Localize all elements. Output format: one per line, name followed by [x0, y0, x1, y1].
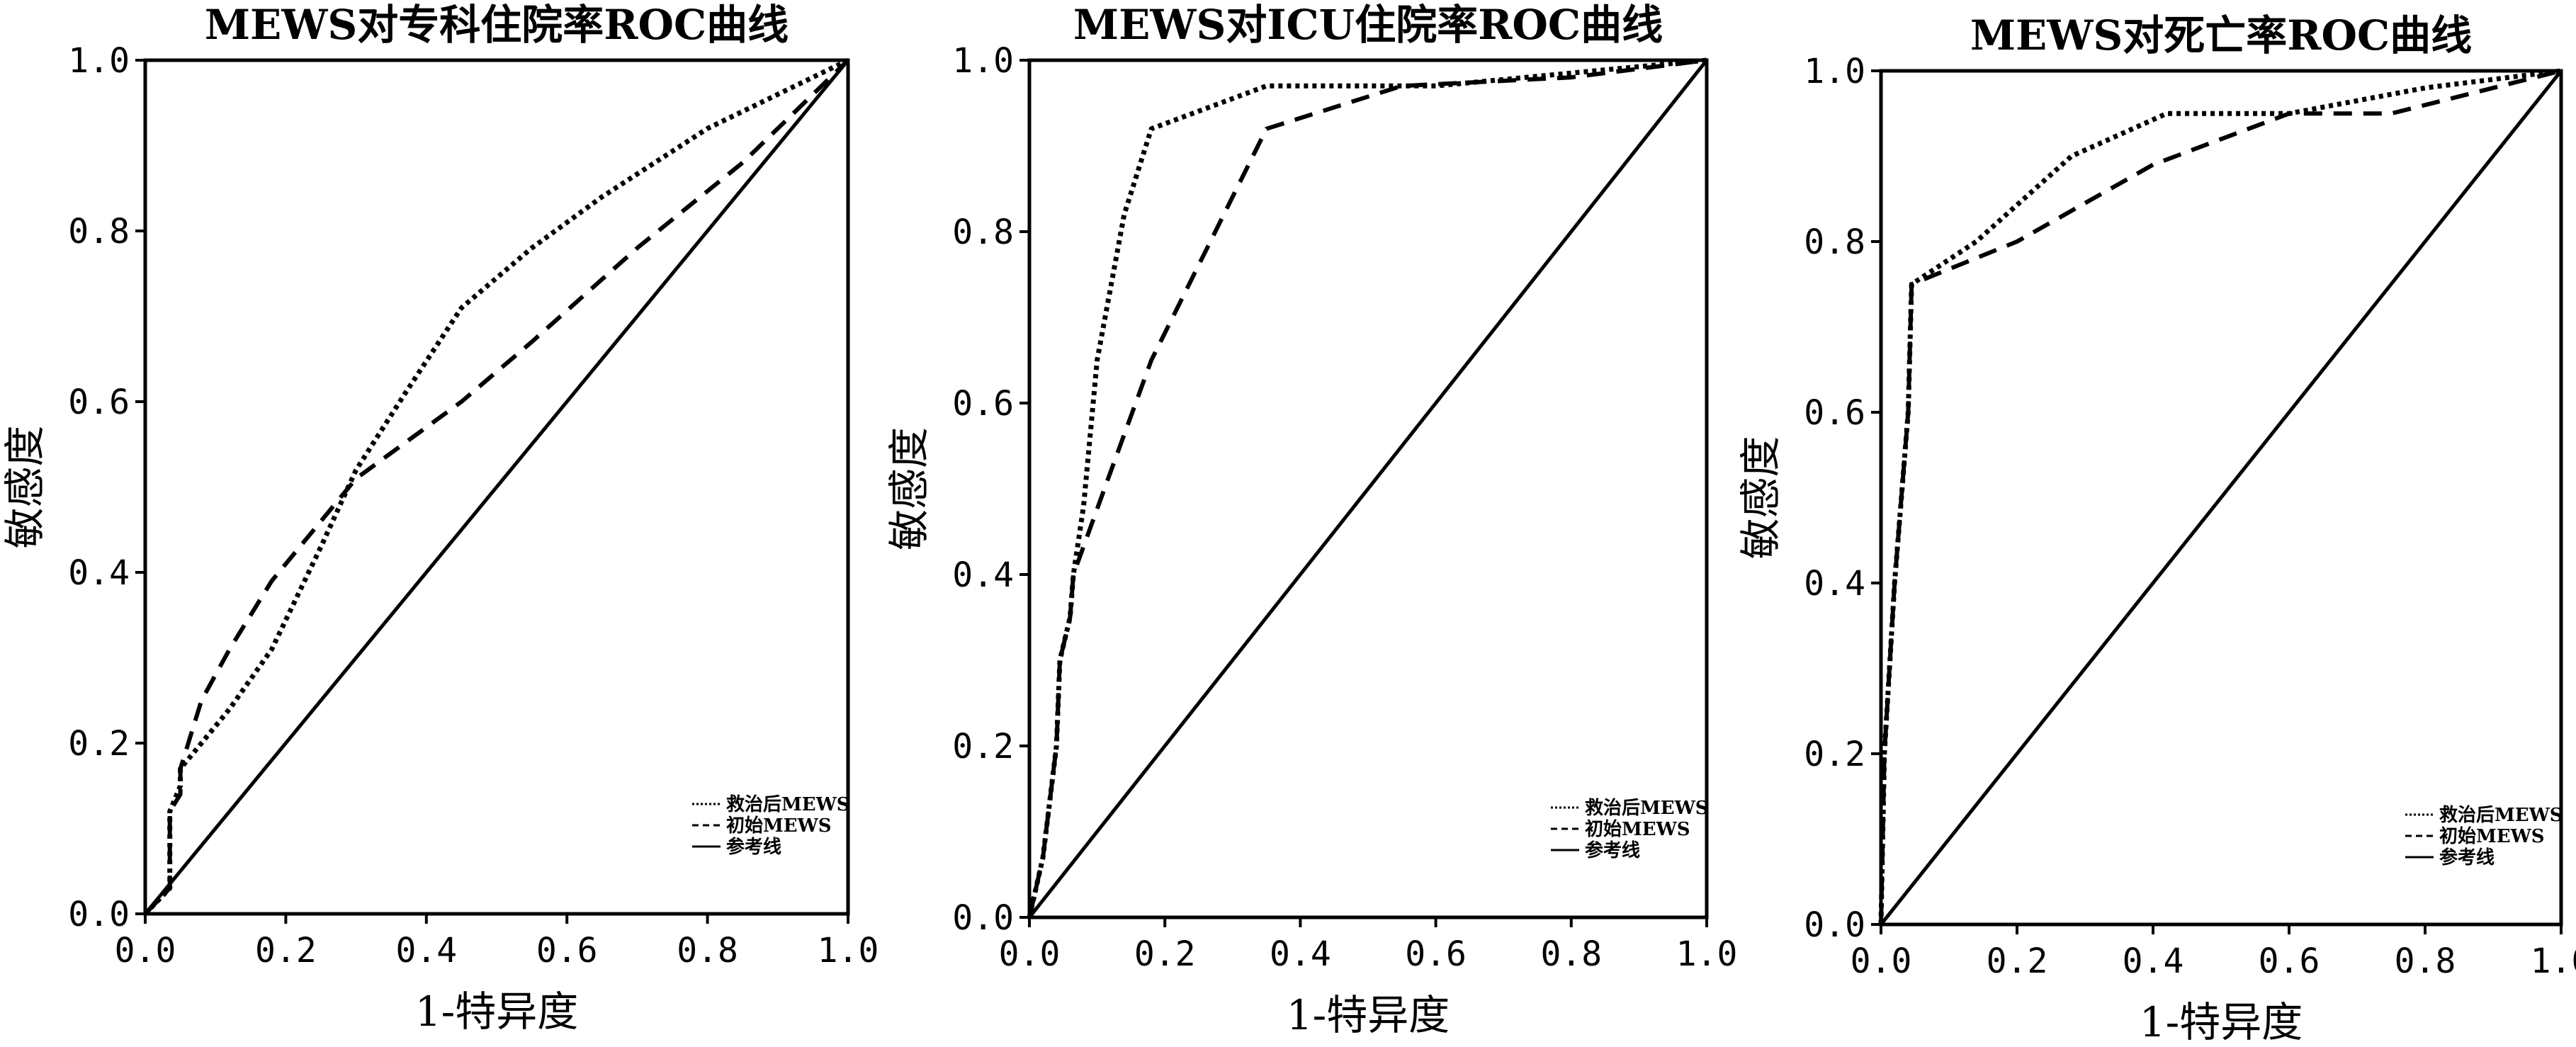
- y-tick-label: 0.0: [68, 895, 130, 934]
- x-tick-label: 0.2: [1134, 934, 1196, 974]
- x-tick-label: 0.6: [536, 931, 598, 970]
- y-tick-label: 0.2: [1804, 735, 1865, 774]
- y-tick-label: 0.8: [68, 212, 130, 251]
- y-tick-label: 1.0: [68, 41, 130, 81]
- x-tick-label: 0.8: [1540, 934, 1602, 974]
- chart-title: MEWS对专科住院率ROC曲线: [205, 1, 789, 49]
- roc-chart-3: MEWS对死亡率ROC曲线 0.0 0.2 0.4 0.6 0.8 1.0 0.0 0.2 0.4…: [1736, 11, 2576, 1046]
- y-tick-label: 0.8: [952, 213, 1014, 252]
- legend-label: 救治后MEWS: [726, 794, 850, 815]
- x-tick-label: 0.6: [1405, 934, 1467, 974]
- legend-label: 参考线: [726, 836, 781, 858]
- series-line-dotted: [143, 57, 849, 916]
- y-tick-label: 1.0: [952, 41, 1014, 81]
- x-tick-label: 0.8: [2395, 941, 2456, 981]
- legend-label: 初始MEWS: [726, 815, 832, 837]
- y-axis-label: 敏感度: [885, 427, 933, 550]
- y-tick-label: 0.8: [1804, 222, 1865, 262]
- series-line-solid: [144, 59, 849, 915]
- legend-label: 初始MEWS: [1585, 819, 1690, 840]
- y-tick-label: 0.6: [952, 384, 1014, 424]
- plot-frame: [143, 58, 850, 916]
- x-tick-label: 1.0: [818, 931, 879, 970]
- roc-chart-1: MEWS对专科住院率ROC曲线 0.0 0.2 0.4 0.6 0.8 1.0 0.0 0.2 0…: [1, 1, 879, 1036]
- y-tick-label: 1.0: [1804, 52, 1865, 91]
- series-line-dotted: [1027, 57, 1707, 918]
- y-tick-label: 0.0: [952, 898, 1014, 938]
- plot-frame: [1027, 58, 1709, 919]
- x-tick-label: 1.0: [1676, 934, 1738, 974]
- roc-chart-2: MEWS对ICU住院率ROC曲线 0.0 0.2 0.4 0.6 0.8 1.0 0.0 0.2…: [885, 1, 1737, 1039]
- legend-label: 参考线: [2439, 847, 2495, 868]
- plot-frame: [1879, 69, 2563, 927]
- x-tick-label: 0.4: [395, 931, 457, 970]
- legend-label: 参考线: [1585, 839, 1640, 861]
- x-axis-label: 1-特异度: [1287, 991, 1450, 1039]
- y-axis-label: 敏感度: [1, 425, 49, 548]
- legend-label: 救治后MEWS: [2439, 805, 2563, 826]
- y-tick-label: 0.2: [952, 727, 1014, 766]
- x-tick-label: 0.8: [677, 931, 738, 970]
- y-tick-label: 0.4: [952, 555, 1014, 595]
- y-tick-label: 0.6: [68, 383, 130, 422]
- y-tick-label: 0.4: [68, 553, 130, 593]
- chart-title: MEWS对死亡率ROC曲线: [1970, 11, 2472, 60]
- x-tick-label: 0.0: [999, 934, 1061, 974]
- series-line-dashed: [1879, 69, 2562, 925]
- y-tick-label: 0.0: [1804, 905, 1865, 945]
- y-axis-label: 敏感度: [1736, 436, 1785, 559]
- x-axis-label: 1-特异度: [2140, 998, 2303, 1046]
- x-tick-label: 0.4: [2123, 941, 2184, 981]
- x-axis-label: 1-特异度: [415, 987, 579, 1036]
- x-tick-label: 0.2: [255, 931, 317, 970]
- x-tick-label: 0.6: [2259, 941, 2320, 981]
- series-line-dashed: [1027, 58, 1707, 918]
- series-line-dashed: [143, 58, 850, 916]
- series-line-solid: [1880, 69, 2563, 926]
- x-tick-label: 0.0: [1851, 941, 1912, 981]
- x-tick-label: 1.0: [2531, 941, 2576, 981]
- y-tick-label: 0.4: [1804, 564, 1865, 604]
- x-tick-label: 0.0: [115, 931, 176, 970]
- x-tick-label: 0.4: [1270, 934, 1331, 974]
- series-line-solid: [1028, 59, 1708, 919]
- legend-label: 初始MEWS: [2439, 826, 2545, 847]
- chart-title: MEWS对ICU住院率ROC曲线: [1073, 1, 1663, 49]
- y-tick-label: 0.6: [1804, 393, 1865, 433]
- x-tick-label: 0.2: [1987, 941, 2048, 981]
- y-tick-label: 0.2: [68, 724, 130, 764]
- legend-label: 救治后MEWS: [1585, 798, 1709, 819]
